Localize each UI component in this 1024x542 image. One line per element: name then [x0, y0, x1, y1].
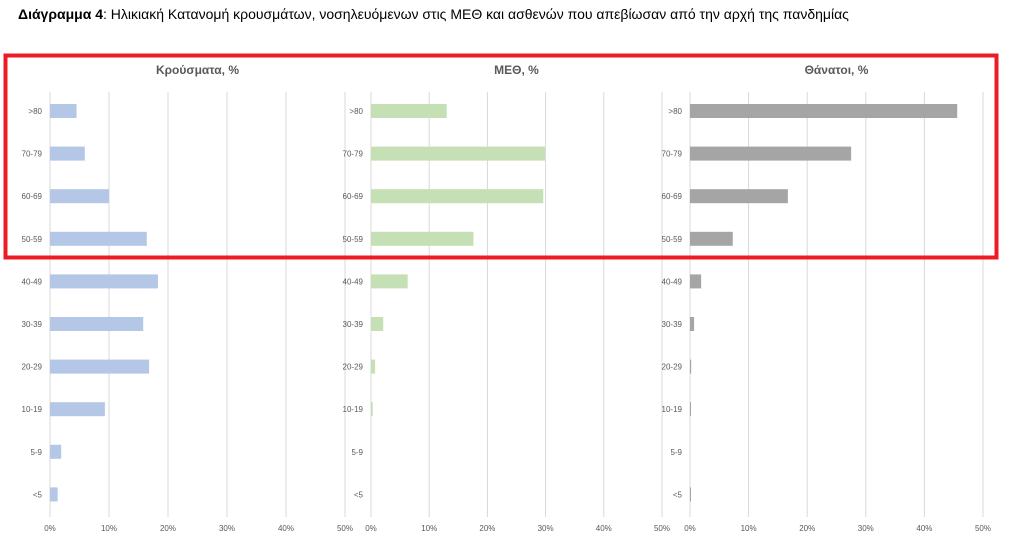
panel-title: Κρούσματα, %: [156, 63, 239, 77]
category-label: 5-9: [30, 448, 42, 457]
x-tick-label: 40%: [596, 524, 612, 533]
x-tick-label: 50%: [975, 524, 991, 533]
category-label: 20-29: [22, 363, 43, 372]
x-tick-label: 50%: [654, 524, 670, 533]
category-label: 20-29: [343, 363, 364, 372]
category-label: 40-49: [22, 277, 43, 286]
category-label: 5-9: [670, 448, 682, 457]
category-label: 10-19: [22, 405, 43, 414]
category-label: 50-59: [662, 235, 683, 244]
category-label: 70-79: [662, 150, 683, 159]
bar: [690, 146, 852, 161]
x-tick-label: 0%: [44, 524, 56, 533]
x-tick-label: 30%: [219, 524, 235, 533]
x-tick-label: 10%: [101, 524, 117, 533]
bar: [690, 104, 958, 118]
category-label: <5: [673, 490, 683, 499]
category-label: 60-69: [22, 192, 43, 201]
bar: [690, 317, 695, 331]
bar: [371, 359, 376, 374]
bar: [50, 359, 150, 374]
x-tick-label: 20%: [799, 524, 815, 533]
x-tick-label: 10%: [741, 524, 757, 533]
bar: [50, 231, 147, 246]
category-label: 70-79: [343, 150, 364, 159]
category-label: 30-39: [22, 320, 43, 329]
bar: [690, 359, 692, 374]
bar: [371, 189, 544, 204]
category-label: <5: [354, 490, 364, 499]
category-label: 50-59: [22, 235, 43, 244]
bar: [371, 231, 474, 246]
bar: [690, 231, 733, 246]
bar: [690, 402, 691, 417]
category-label: 40-49: [343, 277, 364, 286]
bar: [690, 189, 788, 204]
category-label: 30-39: [343, 320, 364, 329]
highlight-box: [3, 53, 999, 260]
panel-title: ΜΕΘ, %: [494, 63, 539, 77]
category-label: 40-49: [662, 277, 683, 286]
x-tick-label: 0%: [365, 524, 377, 533]
x-tick-label: 30%: [858, 524, 874, 533]
category-label: 60-69: [662, 192, 683, 201]
x-tick-label: 50%: [337, 524, 353, 533]
category-label: 5-9: [351, 448, 363, 457]
category-label: >80: [349, 107, 363, 116]
category-label: >80: [28, 107, 42, 116]
x-tick-label: 40%: [916, 524, 932, 533]
category-label: 20-29: [662, 363, 683, 372]
bar: [371, 104, 447, 118]
x-tick-label: 20%: [479, 524, 495, 533]
category-label: 50-59: [343, 235, 364, 244]
category-label: 30-39: [662, 320, 683, 329]
x-tick-label: 10%: [421, 524, 437, 533]
bar: [50, 104, 77, 118]
bar: [371, 317, 384, 331]
bar: [371, 402, 373, 417]
bar: [50, 146, 85, 161]
category-label: 70-79: [22, 150, 43, 159]
bar: [50, 487, 58, 502]
bar: [371, 274, 408, 289]
figure-caption: Διάγραμμα 4: Ηλικιακή Κατανομή κρουσμάτω…: [18, 6, 849, 22]
bar: [50, 274, 158, 289]
category-label: <5: [33, 490, 43, 499]
caption-label: Διάγραμμα 4: [18, 6, 104, 22]
bar: [690, 274, 702, 289]
category-label: 60-69: [343, 192, 364, 201]
x-tick-label: 0%: [684, 524, 696, 533]
caption-text: : Ηλικιακή Κατανομή κρουσμάτων, νοσηλευό…: [103, 6, 849, 22]
bar: [371, 146, 546, 161]
bar: [50, 402, 105, 417]
category-label: 10-19: [662, 405, 683, 414]
category-label: 10-19: [343, 405, 364, 414]
bar: [690, 487, 691, 502]
panel-title: Θάνατοι, %: [805, 63, 869, 77]
x-tick-label: 40%: [278, 524, 294, 533]
bar: [50, 189, 109, 204]
x-tick-label: 20%: [160, 524, 176, 533]
category-label: >80: [668, 107, 682, 116]
bar: [50, 444, 62, 459]
x-tick-label: 30%: [538, 524, 554, 533]
bar: [50, 317, 144, 331]
